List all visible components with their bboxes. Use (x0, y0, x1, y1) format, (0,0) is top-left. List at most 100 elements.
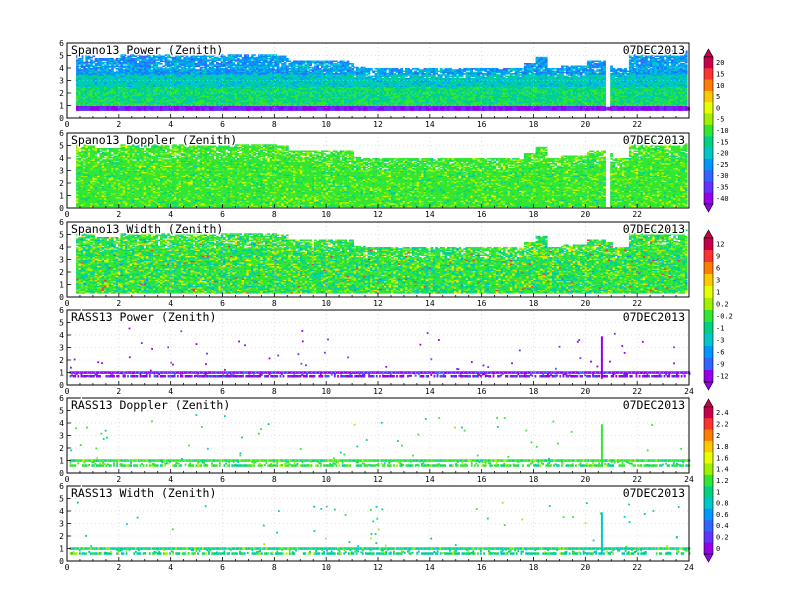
data-cell (340, 61, 343, 63)
data-cell (118, 66, 121, 68)
data-cell (260, 62, 263, 64)
data-cell (293, 61, 296, 63)
data-cell (288, 63, 291, 65)
data-cell (235, 59, 238, 61)
data-cell (335, 61, 338, 63)
data-cell (239, 59, 242, 61)
data-cell (151, 57, 154, 59)
data-cell (307, 61, 310, 63)
data-cell (155, 62, 158, 64)
data-cell (330, 61, 333, 63)
data-cell (109, 69, 112, 71)
data-cell (125, 57, 128, 59)
data-cell (125, 66, 128, 68)
data-cell (211, 58, 214, 60)
data-cell (256, 57, 259, 59)
data-cell (265, 64, 268, 66)
data-cell (95, 58, 98, 60)
data-cell (328, 68, 331, 70)
data-cell (181, 59, 184, 61)
data-cell (342, 61, 345, 63)
data-cell (309, 72, 312, 74)
data-cell (155, 59, 158, 61)
data-cell (116, 71, 119, 73)
data-cell (214, 57, 217, 59)
data-cell (326, 64, 329, 66)
data-cell (88, 64, 91, 66)
data-cell (146, 59, 149, 61)
data-cell (344, 72, 347, 74)
data-cell (167, 59, 170, 61)
data-cell (176, 64, 179, 66)
data-cell (207, 59, 210, 61)
data-cell (209, 62, 212, 64)
data-cell (319, 61, 322, 63)
data-cell (151, 66, 154, 68)
data-cell (99, 58, 102, 60)
data-cell (286, 66, 289, 68)
data-cell (151, 69, 154, 71)
data-cell (288, 71, 291, 73)
data-cell (92, 61, 95, 63)
data-cell (160, 63, 163, 65)
data-cell (137, 63, 140, 65)
data-cell (300, 61, 303, 63)
data-cell (312, 61, 315, 63)
data-cell (349, 63, 352, 65)
data-cell (333, 63, 336, 65)
data-cell (97, 58, 100, 60)
data-cell (106, 58, 109, 60)
data-cell (326, 61, 329, 63)
data-cell (314, 66, 317, 68)
data-cell (221, 68, 224, 70)
data-cell (344, 62, 347, 64)
data-cell (246, 64, 249, 66)
data-cell (111, 58, 114, 60)
data-cell (162, 61, 165, 63)
data-cell (134, 58, 137, 60)
data-cell (253, 57, 256, 59)
data-cell (116, 58, 119, 60)
data-cell (165, 67, 168, 69)
data-cell (90, 57, 93, 59)
data-cell (132, 58, 135, 60)
data-cell (302, 61, 305, 63)
data-cell (78, 66, 81, 68)
data-cell (323, 66, 326, 68)
data-cell (113, 72, 116, 74)
data-cell (302, 66, 305, 68)
data-cell (195, 69, 198, 71)
data-cell (197, 58, 200, 60)
data-cell (113, 59, 116, 61)
data-cell (284, 62, 287, 64)
data-cell (232, 54, 235, 56)
data-cell (333, 73, 336, 75)
data-cell (295, 61, 298, 63)
data-cell (209, 59, 212, 61)
data-cell (81, 69, 84, 71)
data-cell (158, 62, 161, 64)
data-cell (309, 69, 312, 71)
data-cell (139, 61, 142, 63)
data-cell (298, 61, 301, 63)
data-cell (316, 64, 319, 66)
data-cell (225, 62, 228, 64)
data-cell (267, 58, 270, 60)
data-cell (295, 66, 298, 68)
data-cell (288, 61, 291, 63)
data-cell (251, 61, 254, 63)
data-cell (225, 57, 228, 59)
data-cell (232, 62, 235, 64)
data-cell (228, 69, 231, 71)
data-cell (123, 69, 126, 71)
data-cell (323, 73, 326, 75)
data-cell (239, 64, 242, 66)
data-cell (160, 67, 163, 69)
data-cell (88, 62, 91, 64)
data-cell (123, 66, 126, 68)
data-cell (316, 61, 319, 63)
data-cell (120, 62, 123, 64)
data-cell (202, 69, 205, 71)
data-cell (307, 71, 310, 73)
